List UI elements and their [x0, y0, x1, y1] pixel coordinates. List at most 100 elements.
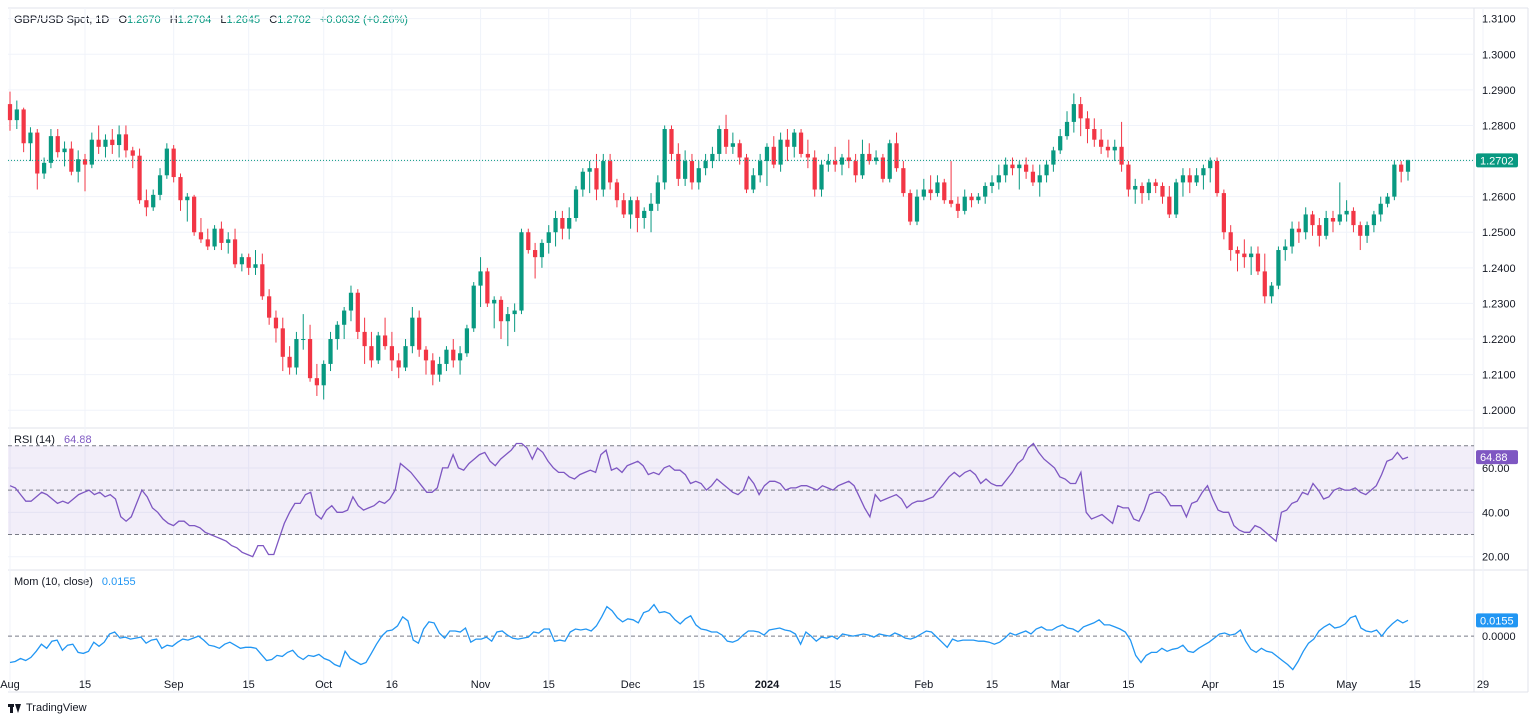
candle-body — [758, 161, 763, 176]
candle-body — [771, 146, 776, 165]
x-tick-label: 15 — [1272, 679, 1284, 691]
price-tick-label: 1.3000 — [1482, 49, 1516, 61]
candle-body — [1126, 164, 1131, 190]
candle-body — [335, 324, 340, 340]
candle-body — [846, 157, 851, 162]
candle-body — [41, 162, 47, 174]
tradingview-logo-icon — [8, 703, 22, 713]
candle-body — [553, 218, 558, 233]
candle-body — [205, 239, 210, 247]
candle-body — [1208, 161, 1213, 169]
candle-body — [35, 132, 40, 174]
candle-body — [498, 299, 504, 322]
candle-body — [683, 161, 688, 179]
candle-body — [1153, 182, 1158, 186]
candle-body — [1058, 136, 1063, 151]
candle-body — [328, 339, 333, 364]
candle-body — [539, 242, 545, 258]
candle-body — [655, 182, 660, 204]
price-badge — [1476, 153, 1518, 168]
candle-body — [1194, 175, 1199, 183]
candle-body — [1003, 164, 1008, 176]
candle-body — [833, 161, 838, 165]
candle-body — [76, 159, 81, 172]
candle-body — [1167, 196, 1172, 215]
candle-body — [314, 378, 319, 386]
candle-body — [526, 232, 531, 251]
candle-body — [996, 175, 1001, 183]
candle-body — [355, 292, 360, 332]
candle-body — [1262, 271, 1267, 297]
candle-body — [1269, 285, 1274, 297]
candle-body — [1276, 250, 1281, 286]
candle-body — [410, 317, 415, 347]
candle-body — [1221, 193, 1226, 233]
rsi-label: RSI (14) — [14, 434, 55, 446]
candle-body — [1010, 164, 1015, 169]
candle-body — [512, 310, 517, 315]
x-tick-label: 15 — [1409, 679, 1421, 691]
candle-body — [178, 177, 183, 201]
x-tick-label: 15 — [829, 679, 841, 691]
candle-body — [123, 134, 129, 151]
candle-body — [1064, 121, 1070, 137]
candle-body — [914, 196, 920, 222]
tradingview-footer[interactable]: TradingView — [8, 702, 87, 714]
mom-badge — [1476, 613, 1518, 628]
price-badge-text: 1.2702 — [1480, 155, 1514, 167]
candle-body — [226, 239, 231, 243]
candle-body — [1310, 214, 1315, 226]
candle-body — [928, 189, 933, 194]
price-tick-label: 1.2100 — [1482, 370, 1516, 382]
candle-body — [1337, 214, 1342, 222]
candle-body — [948, 200, 954, 204]
grid-lines — [8, 7, 1529, 693]
candle-body — [280, 328, 285, 357]
candle-body — [785, 139, 790, 147]
candle-body — [710, 153, 715, 162]
candle-body — [198, 232, 204, 240]
x-tick-label: 2024 — [755, 679, 780, 691]
candle-body — [232, 239, 238, 265]
candle-body — [969, 196, 974, 201]
candle-body — [185, 196, 190, 201]
rsi-badge — [1476, 450, 1518, 465]
candle-body — [962, 196, 967, 211]
candle-body — [744, 157, 749, 190]
candle-body — [1385, 196, 1390, 204]
candle-body — [1139, 185, 1145, 194]
rsi-badge-text: 64.88 — [1480, 452, 1508, 464]
candle-body — [382, 335, 388, 347]
x-tick-label: Feb — [914, 679, 933, 691]
candle-body — [1235, 250, 1240, 254]
candle-body — [151, 194, 156, 208]
x-tick-label: 15 — [543, 679, 555, 691]
high-value: 1.2704 — [177, 14, 212, 26]
candle-body — [1030, 171, 1036, 183]
candle-body — [1324, 218, 1329, 236]
candle-body — [860, 153, 865, 176]
candle-body — [1296, 228, 1302, 233]
candle-body — [560, 218, 565, 229]
x-tick-label: 15 — [243, 679, 255, 691]
candle-body — [587, 168, 592, 172]
x-tick-label: 15 — [1122, 679, 1134, 691]
candle-body — [642, 210, 647, 218]
rsi-tick-label: 20.00 — [1482, 552, 1510, 564]
candle-body — [116, 134, 122, 146]
candle-body — [89, 139, 94, 165]
candle-body — [260, 264, 265, 297]
symbol-label: GBP/USD Spot, 1D — [14, 14, 110, 26]
momentum-plot — [9, 603, 1409, 671]
candle-body — [342, 310, 347, 325]
candle-body — [1187, 175, 1192, 183]
x-tick-label: 15 — [986, 679, 998, 691]
candle-body — [21, 109, 26, 144]
rsi-line — [9, 442, 1409, 558]
candle-body — [764, 146, 770, 162]
x-tick-label: Aug — [0, 679, 20, 691]
candle-body — [1133, 185, 1138, 190]
candle-body — [662, 129, 667, 183]
candle-body — [55, 136, 60, 153]
